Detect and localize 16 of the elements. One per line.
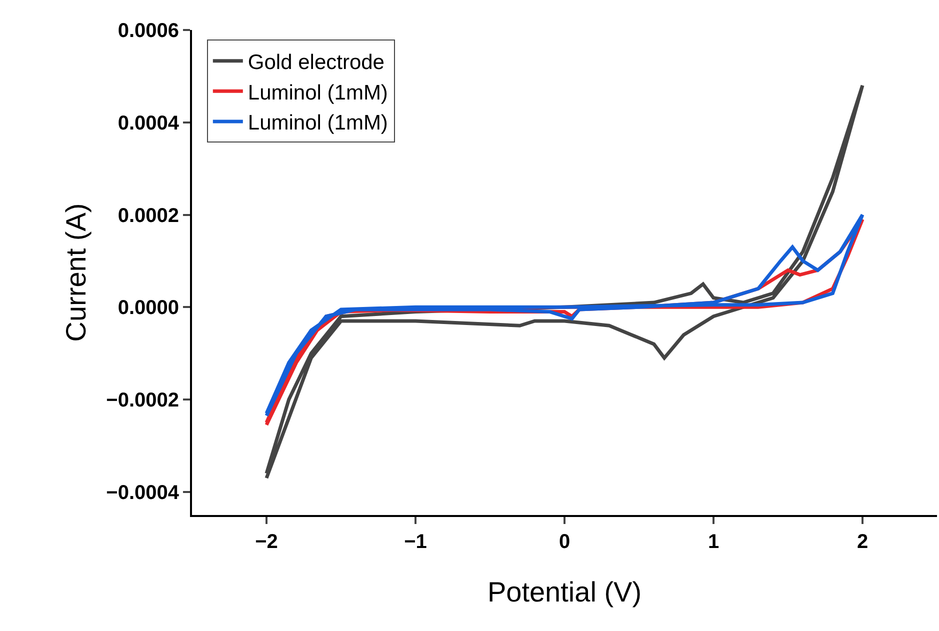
y-tick-label: −0.0002: [106, 390, 179, 412]
legend-label: Luminol (1mM): [248, 81, 388, 104]
x-tick-label: 2: [856, 531, 868, 553]
x-axis-title: Potential (V): [487, 576, 642, 608]
x-tick-label: 1: [708, 531, 720, 553]
legend-label: Gold electrode: [248, 51, 384, 74]
y-tick-label: 0.0004: [118, 112, 180, 134]
y-tick-label: −0.0004: [106, 482, 180, 504]
y-tick-label: 0.0006: [118, 20, 179, 42]
x-tick-label: 0: [558, 531, 570, 553]
x-tick-label: −1: [404, 531, 427, 553]
x-tick-label: −2: [255, 531, 278, 553]
y-axis-title: Current (A): [60, 203, 92, 342]
legend-label: Luminol (1mM): [248, 112, 388, 135]
y-tick-label: 0.0000: [118, 297, 179, 320]
y-tick-label: 0.0002: [118, 204, 179, 227]
